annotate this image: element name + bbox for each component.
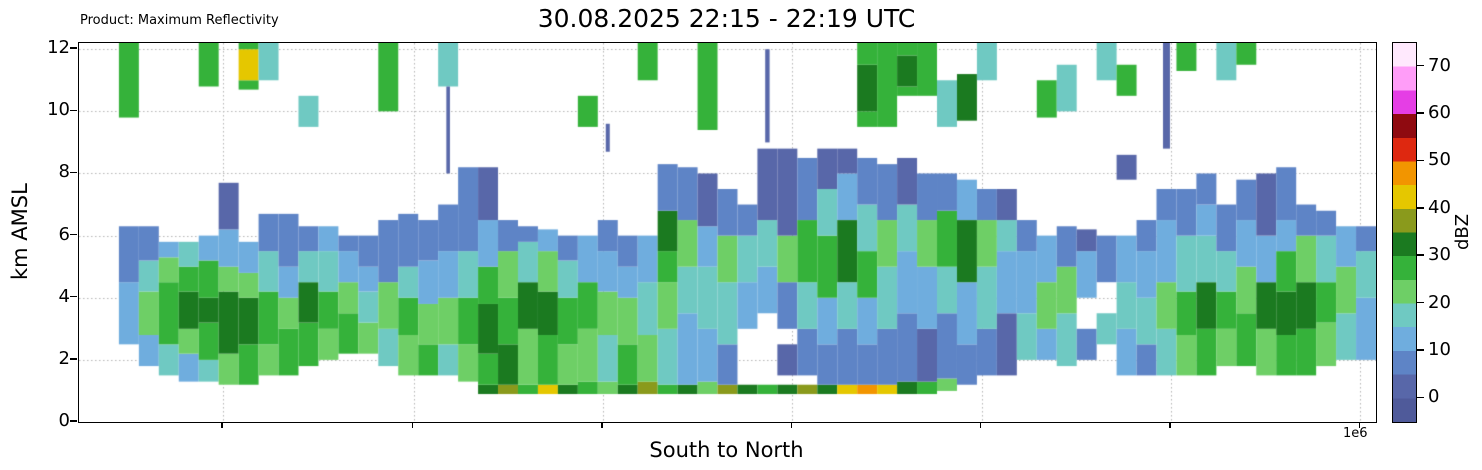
colorbar-tick-mark <box>1417 207 1424 209</box>
y-tick-label: 2 <box>58 347 70 369</box>
x-axis-label: South to North <box>649 438 804 462</box>
colorbar-tick-label: 20 <box>1428 291 1451 313</box>
y-tick-mark <box>70 171 77 174</box>
colorbar-tick-mark <box>1417 254 1424 256</box>
x-tick-mark <box>601 422 603 428</box>
colorbar-tick-mark <box>1417 64 1424 67</box>
colorbar-tick-label: 0 <box>1428 386 1440 408</box>
colorbar-tick-label: 40 <box>1428 196 1451 218</box>
y-tick-mark <box>70 47 77 49</box>
y-tick-label: 6 <box>58 223 70 245</box>
colorbar-label: dBZ <box>1452 213 1473 250</box>
y-tick-mark <box>70 420 77 422</box>
colorbar-tick-label: 70 <box>1428 54 1451 76</box>
y-tick-mark <box>70 358 77 360</box>
x-tick-mark <box>221 422 223 428</box>
y-tick-label: 4 <box>58 285 70 307</box>
x-tick-mark <box>1169 422 1171 428</box>
x-tick-mark <box>1358 422 1361 428</box>
x-axis-offset-label: 1e6 <box>1343 426 1368 441</box>
y-tick-label: 8 <box>58 161 70 183</box>
colorbar-tick-mark <box>1417 349 1424 351</box>
colorbar-tick-mark <box>1417 396 1424 399</box>
colorbar-tick-label: 30 <box>1428 244 1451 266</box>
colorbar-tick-label: 60 <box>1428 102 1451 124</box>
colorbar-tick-mark <box>1417 301 1424 304</box>
colorbar <box>1392 42 1417 423</box>
plot-title: 30.08.2025 22:15 - 22:19 UTC <box>537 4 916 33</box>
y-tick-mark <box>70 295 77 298</box>
plot-area <box>78 42 1377 423</box>
product-label: Product: Maximum Reflectivity <box>80 13 279 28</box>
x-tick-mark <box>979 422 982 428</box>
y-tick-label: 0 <box>58 410 70 431</box>
colorbar-tick-mark <box>1417 112 1424 114</box>
y-tick-label: 10 <box>47 99 70 121</box>
colorbar-tick-label: 10 <box>1428 338 1451 360</box>
colorbar-tick-mark <box>1417 159 1424 162</box>
y-tick-mark <box>70 109 77 112</box>
colorbar-tick-label: 50 <box>1428 149 1451 171</box>
y-tick-mark <box>70 233 77 236</box>
y-tick-label: 12 <box>47 37 70 59</box>
x-tick-mark <box>411 422 414 428</box>
x-tick-mark <box>790 422 793 428</box>
reflectivity-canvas <box>79 43 1376 422</box>
